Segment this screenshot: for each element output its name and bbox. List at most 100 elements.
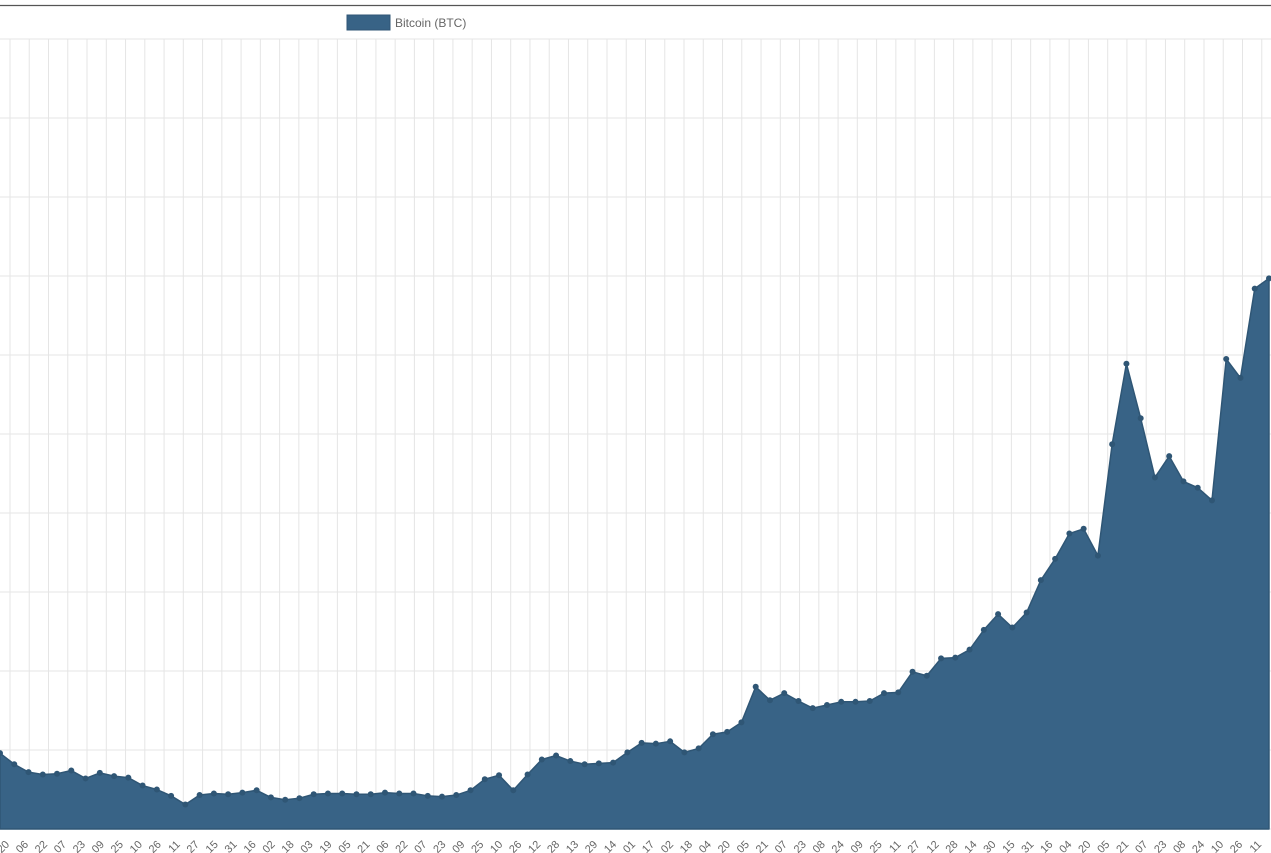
x-tick-label: 04 xyxy=(697,839,714,853)
data-point xyxy=(667,738,674,745)
data-point xyxy=(1237,374,1244,381)
x-tick-label: 29 xyxy=(583,839,600,853)
x-tick-label: 05 xyxy=(735,839,752,853)
data-point xyxy=(1180,478,1187,485)
data-point xyxy=(1223,355,1230,362)
x-tick-label: 05 xyxy=(1095,839,1112,853)
data-point xyxy=(838,698,845,705)
x-tick-label: 13 xyxy=(564,839,581,853)
data-point xyxy=(524,771,531,778)
legend-swatch[interactable] xyxy=(346,14,391,31)
data-point xyxy=(1109,441,1116,448)
data-point xyxy=(196,792,203,799)
data-point xyxy=(595,760,602,767)
x-tick-label: 24 xyxy=(830,839,847,853)
data-point xyxy=(39,771,46,778)
x-tick-label: 23 xyxy=(71,839,88,853)
data-point xyxy=(1052,555,1059,562)
x-tick-label: 26 xyxy=(1228,839,1245,853)
data-point xyxy=(681,749,688,756)
legend[interactable]: Bitcoin (BTC) xyxy=(346,14,466,31)
x-tick-label: 07 xyxy=(773,839,790,853)
data-point xyxy=(453,792,460,799)
x-axis-ticks: 20 06 22 07 23 09 25 10 26 11 27 15 31 16 02 18 03 19 05 21… xyxy=(0,839,1264,853)
data-point xyxy=(267,794,274,801)
legend-label[interactable]: Bitcoin (BTC) xyxy=(395,16,466,30)
data-point xyxy=(610,759,617,766)
data-point xyxy=(752,683,759,690)
data-point xyxy=(866,698,873,705)
x-tick-label: 10 xyxy=(1209,839,1226,853)
data-point xyxy=(139,782,146,789)
x-tick-label: 09 xyxy=(450,839,467,853)
data-point xyxy=(709,731,716,738)
data-point xyxy=(781,690,788,697)
x-tick-label: 01 xyxy=(621,839,638,853)
data-point xyxy=(567,758,574,765)
x-tick-label: 15 xyxy=(1000,839,1017,853)
data-point xyxy=(481,776,488,783)
data-point xyxy=(538,756,545,763)
data-point xyxy=(724,728,731,735)
data-point xyxy=(82,775,89,782)
x-tick-label: 20 xyxy=(0,839,12,853)
data-point xyxy=(496,772,503,779)
data-point xyxy=(1080,525,1087,532)
data-point xyxy=(1094,552,1101,559)
data-point xyxy=(381,789,388,796)
x-tick-label: 11 xyxy=(887,839,904,853)
x-tick-label: 12 xyxy=(526,839,543,853)
data-point xyxy=(1066,530,1073,537)
data-point xyxy=(895,689,902,696)
data-point xyxy=(1123,360,1130,367)
x-tick-label: 23 xyxy=(1152,839,1169,853)
data-point xyxy=(153,786,160,793)
x-tick-label: 24 xyxy=(1190,839,1207,853)
data-point xyxy=(966,646,973,653)
data-point xyxy=(638,739,645,746)
x-tick-label: 08 xyxy=(811,839,828,853)
data-point xyxy=(809,705,816,712)
data-point xyxy=(652,740,659,747)
x-tick-label: 23 xyxy=(792,839,809,853)
data-point xyxy=(881,690,888,697)
data-point xyxy=(310,791,317,798)
x-tick-label: 05 xyxy=(336,839,353,853)
data-point xyxy=(738,719,745,726)
data-point xyxy=(795,698,802,705)
data-point xyxy=(210,790,217,797)
x-tick-label: 07 xyxy=(52,839,69,853)
x-tick-label: 31 xyxy=(223,839,240,853)
data-point xyxy=(553,752,560,759)
x-tick-label: 25 xyxy=(868,839,885,853)
x-tick-label: 26 xyxy=(147,839,164,853)
x-tick-label: 02 xyxy=(261,839,278,853)
x-tick-label: 22 xyxy=(393,839,410,853)
data-point xyxy=(980,626,987,633)
data-point xyxy=(624,749,631,756)
data-point xyxy=(467,787,474,794)
x-tick-label: 09 xyxy=(90,839,107,853)
x-tick-label: 21 xyxy=(355,839,372,853)
data-point xyxy=(510,787,517,794)
data-point xyxy=(995,611,1002,618)
x-tick-label: 27 xyxy=(906,839,923,853)
data-point xyxy=(111,773,118,780)
data-point xyxy=(168,792,175,799)
data-point xyxy=(581,761,588,768)
data-point xyxy=(25,769,32,776)
x-tick-label: 25 xyxy=(469,839,486,853)
data-point xyxy=(439,793,446,800)
x-tick-label: 11 xyxy=(166,839,183,853)
series-points xyxy=(0,275,1271,808)
x-tick-label: 22 xyxy=(33,839,50,853)
data-point xyxy=(1166,453,1173,460)
data-point xyxy=(766,697,773,704)
data-point xyxy=(1208,497,1215,504)
data-point xyxy=(1037,577,1044,584)
x-tick-label: 19 xyxy=(317,839,334,853)
x-tick-label: 21 xyxy=(754,839,771,853)
data-point xyxy=(396,790,403,797)
data-point xyxy=(367,791,374,798)
x-tick-label: 08 xyxy=(1171,839,1188,853)
